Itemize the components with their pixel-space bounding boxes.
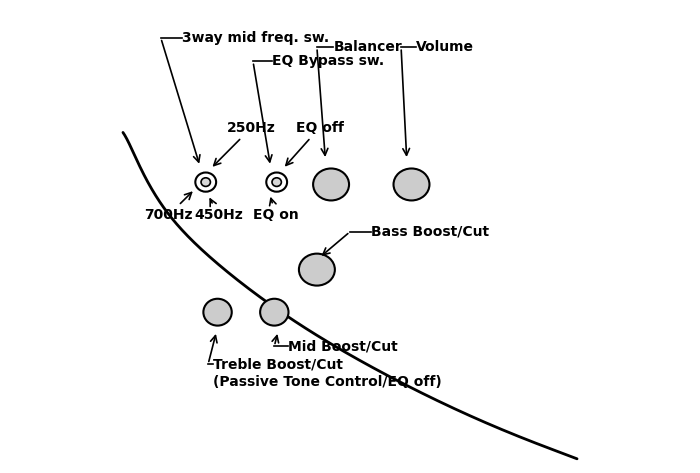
Text: 700Hz: 700Hz <box>144 193 192 222</box>
Text: EQ off: EQ off <box>286 121 344 166</box>
Text: EQ on: EQ on <box>253 198 299 222</box>
Ellipse shape <box>266 173 287 192</box>
Ellipse shape <box>272 178 281 186</box>
Text: (Passive Tone Control/EQ off): (Passive Tone Control/EQ off) <box>213 375 442 389</box>
Ellipse shape <box>393 168 430 201</box>
Text: Mid Boost/Cut: Mid Boost/Cut <box>288 339 398 353</box>
Text: Bass Boost/Cut: Bass Boost/Cut <box>371 225 489 239</box>
Text: Volume: Volume <box>416 40 474 54</box>
Ellipse shape <box>299 254 335 286</box>
Ellipse shape <box>195 173 216 192</box>
Ellipse shape <box>204 299 232 325</box>
Text: 250Hz: 250Hz <box>214 121 276 166</box>
Text: Balancer: Balancer <box>333 40 402 54</box>
Ellipse shape <box>313 168 349 201</box>
Ellipse shape <box>201 178 211 186</box>
Text: Treble Boost/Cut: Treble Boost/Cut <box>213 357 343 371</box>
Ellipse shape <box>260 299 288 325</box>
Text: 450Hz: 450Hz <box>194 199 243 222</box>
Text: 3way mid freq. sw.: 3way mid freq. sw. <box>182 31 329 45</box>
Text: EQ Bypass sw.: EQ Bypass sw. <box>272 54 384 69</box>
